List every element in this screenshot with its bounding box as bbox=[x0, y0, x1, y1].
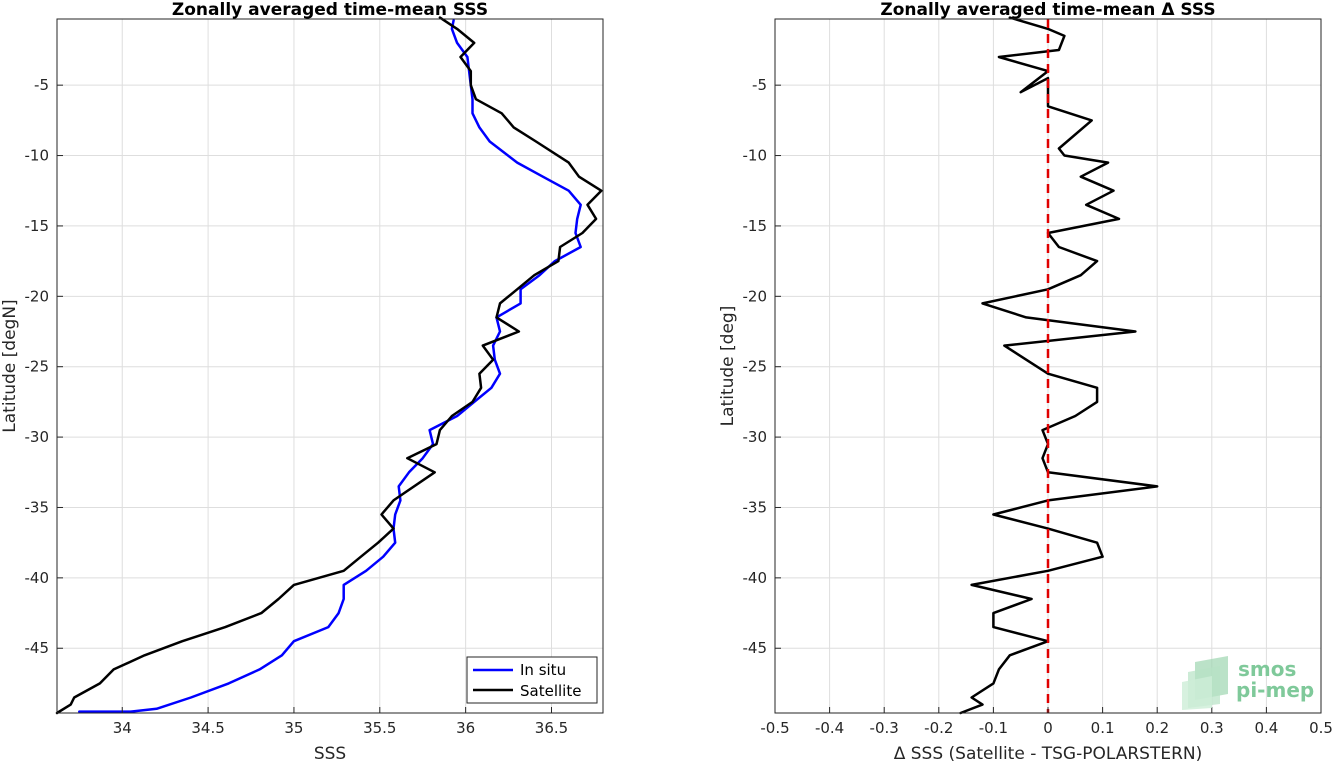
delta-x-axis-label: Δ SSS (Satellite - TSG-POLARSTERN) bbox=[894, 744, 1203, 764]
delta-x-tick-label: 0.5 bbox=[1309, 719, 1333, 737]
sss-x-axis-label: SSS bbox=[314, 744, 346, 764]
delta-y-tick-label: -25 bbox=[743, 358, 768, 376]
delta-y-tick-label: -10 bbox=[743, 147, 768, 165]
sss-y-tick-label: -40 bbox=[25, 569, 50, 587]
sss-axes-box bbox=[56, 18, 604, 714]
sss-y-tick-label: -35 bbox=[25, 498, 50, 516]
sss-x-tick-label: 34.5 bbox=[191, 719, 224, 737]
sss-x-tick-label: 36 bbox=[456, 719, 475, 737]
delta-ticks: -0.5 -0.4 -0.3 -0.2 -0.1 0 0.1 0.2 0.3 0.4 0.5 -5 -1… bbox=[743, 76, 1333, 737]
sss-grid bbox=[57, 19, 603, 713]
legend-label-satellite: Satellite bbox=[520, 682, 581, 700]
sss-y-tick-label: -25 bbox=[25, 358, 50, 376]
sss-panel: 34 34.5 35 35.5 36 36.5 -5 -10 -15 -20 -25 -30 -35 -4… bbox=[0, 0, 604, 764]
sss-y-tick-label: -20 bbox=[25, 287, 50, 305]
delta-x-tick-label: 0.2 bbox=[1145, 719, 1169, 737]
logo-line-2: pi-mep bbox=[1236, 678, 1314, 702]
delta-y-axis-label: Latitude [deg] bbox=[718, 306, 738, 427]
delta-y-tick-label: -40 bbox=[743, 569, 768, 587]
sss-y-tick-label: -5 bbox=[34, 76, 49, 94]
delta-chart-title: Zonally averaged time-mean Δ SSS bbox=[880, 0, 1215, 20]
delta-x-tick-label: -0.2 bbox=[924, 719, 953, 737]
logo-waves-icon bbox=[1182, 656, 1228, 710]
smos-pi-mep-logo: smos pi-mep bbox=[1182, 656, 1314, 710]
sss-y-tick-label: -45 bbox=[25, 639, 50, 657]
sss-x-tick-label: 36.5 bbox=[535, 719, 568, 737]
sss-y-axis-label: Latitude [degN] bbox=[0, 299, 20, 432]
sss-x-tick-label: 35.5 bbox=[363, 719, 396, 737]
delta-series-line-delta bbox=[959, 16, 1159, 715]
delta-x-tick-label: -0.4 bbox=[815, 719, 844, 737]
delta-x-tick-label: 0.4 bbox=[1254, 719, 1278, 737]
delta-y-tick-label: -30 bbox=[743, 428, 768, 446]
delta-x-tick-label: 0.3 bbox=[1200, 719, 1224, 737]
delta-x-tick-label: -0.1 bbox=[979, 719, 1008, 737]
sss-x-tick-label: 34 bbox=[113, 719, 132, 737]
sss-series bbox=[55, 16, 603, 715]
delta-y-tick-label: -15 bbox=[743, 217, 768, 235]
delta-x-tick-label: 0 bbox=[1043, 719, 1053, 737]
logo-line-1: smos bbox=[1238, 657, 1296, 681]
legend-label-in-situ: In situ bbox=[520, 661, 566, 679]
delta-series bbox=[959, 16, 1159, 715]
sss-ticks: 34 34.5 35 35.5 36 36.5 -5 -10 -15 -20 -25 -30 -35 -4… bbox=[25, 76, 569, 737]
delta-x-tick-label: -0.3 bbox=[870, 719, 899, 737]
delta-x-tick-label: 0.1 bbox=[1091, 719, 1115, 737]
delta-x-tick-label: -0.5 bbox=[760, 719, 789, 737]
sss-legend: In situ Satellite bbox=[466, 656, 598, 704]
sss-plot-area bbox=[57, 19, 603, 713]
sss-series-line-in-situ bbox=[78, 19, 582, 713]
sss-x-tick-label: 35 bbox=[284, 719, 303, 737]
sss-series-line-satellite bbox=[55, 16, 603, 715]
delta-y-tick-label: -45 bbox=[743, 639, 768, 657]
legend-box bbox=[466, 656, 598, 704]
delta-y-tick-label: -35 bbox=[743, 498, 768, 516]
sss-chart-title: Zonally averaged time-mean SSS bbox=[172, 0, 488, 20]
sss-y-tick-label: -10 bbox=[25, 147, 50, 165]
delta-y-tick-label: -5 bbox=[752, 76, 767, 94]
sss-y-tick-label: -30 bbox=[25, 428, 50, 446]
sss-y-tick-label: -15 bbox=[25, 217, 50, 235]
delta-sss-panel: -0.5 -0.4 -0.3 -0.2 -0.1 0 0.1 0.2 0.3 0.4 0.5 -5 -1… bbox=[718, 0, 1333, 764]
delta-y-tick-label: -20 bbox=[743, 287, 768, 305]
